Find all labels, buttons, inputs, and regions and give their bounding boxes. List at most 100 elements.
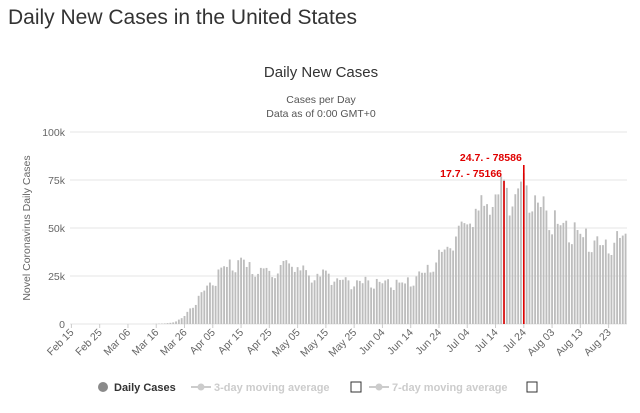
bar[interactable] (189, 308, 192, 324)
bar[interactable] (525, 185, 528, 324)
bar[interactable] (556, 223, 559, 324)
bar[interactable] (392, 289, 395, 324)
bar[interactable] (203, 290, 206, 324)
bar[interactable] (361, 283, 364, 324)
bar[interactable] (418, 271, 421, 324)
bar[interactable] (582, 237, 585, 324)
bar[interactable] (336, 278, 339, 324)
bar[interactable] (350, 289, 353, 324)
legend-checkbox[interactable] (350, 381, 362, 393)
bar[interactable] (604, 239, 607, 324)
bar[interactable] (621, 235, 624, 324)
legend-item-daily-cases[interactable]: Daily Cases (98, 382, 176, 394)
bar[interactable] (494, 194, 497, 324)
bar[interactable] (531, 211, 534, 324)
bar[interactable] (466, 224, 469, 324)
bar[interactable] (251, 274, 254, 324)
bar[interactable] (302, 265, 305, 324)
bar[interactable] (375, 278, 378, 324)
bar[interactable] (576, 230, 579, 324)
bar[interactable] (500, 176, 503, 324)
bar[interactable] (364, 276, 367, 324)
bar[interactable] (285, 260, 288, 324)
bar[interactable] (421, 272, 423, 324)
bar[interactable] (406, 277, 409, 324)
bar[interactable] (409, 286, 412, 325)
bar[interactable] (217, 269, 220, 324)
bar[interactable] (296, 267, 299, 324)
bar[interactable] (438, 249, 440, 324)
bar[interactable] (423, 272, 426, 324)
bar[interactable] (234, 272, 237, 324)
bar[interactable] (511, 206, 514, 324)
bar[interactable] (265, 267, 268, 324)
bar[interactable] (183, 316, 186, 324)
bar[interactable] (398, 282, 401, 324)
bar[interactable] (169, 322, 172, 324)
bar[interactable] (324, 270, 327, 324)
bar[interactable] (347, 280, 350, 324)
bar[interactable] (539, 207, 542, 324)
bar[interactable] (491, 206, 494, 324)
bar[interactable] (587, 251, 590, 324)
bar[interactable] (330, 284, 333, 324)
bar[interactable] (231, 270, 234, 324)
bar[interactable] (460, 221, 463, 324)
bar[interactable] (175, 321, 177, 324)
bar[interactable] (545, 210, 548, 324)
bar[interactable] (440, 251, 443, 324)
bar[interactable] (607, 253, 610, 324)
legend-item-7-day-avg[interactable]: 7-day moving average (369, 382, 508, 394)
bar[interactable] (395, 279, 398, 324)
bar[interactable] (562, 222, 565, 324)
bar[interactable] (471, 227, 474, 324)
legend-checkbox[interactable] (526, 381, 538, 393)
bar[interactable] (387, 279, 389, 324)
bar[interactable] (279, 265, 282, 324)
bar[interactable] (166, 323, 169, 324)
bar[interactable] (542, 196, 545, 324)
bar[interactable] (226, 266, 228, 324)
bar[interactable] (596, 236, 599, 324)
bar[interactable] (220, 267, 223, 324)
bar[interactable] (257, 273, 259, 324)
bar[interactable] (163, 323, 166, 324)
bar[interactable] (610, 255, 613, 324)
bar[interactable] (488, 214, 491, 324)
bar[interactable] (177, 319, 180, 324)
bar[interactable] (353, 286, 356, 324)
bar[interactable] (299, 270, 302, 324)
bar[interactable] (327, 273, 330, 324)
bar[interactable] (624, 233, 627, 324)
bar[interactable] (497, 194, 500, 324)
bar[interactable] (209, 282, 211, 324)
bar[interactable] (446, 246, 449, 324)
bar[interactable] (186, 311, 189, 324)
bar[interactable] (593, 240, 596, 325)
legend-item-3-day-avg[interactable]: 3-day moving average (191, 382, 330, 394)
bar[interactable] (276, 273, 279, 324)
bar[interactable] (237, 260, 240, 324)
bar[interactable] (551, 234, 553, 324)
bar[interactable] (305, 270, 308, 324)
bar[interactable] (616, 231, 619, 324)
bar[interactable] (262, 268, 265, 324)
bar[interactable] (291, 266, 293, 324)
bar[interactable] (308, 275, 310, 324)
bar[interactable] (415, 276, 418, 324)
bar[interactable] (381, 283, 384, 324)
bar[interactable] (590, 252, 593, 324)
bar[interactable] (528, 212, 531, 324)
bar[interactable] (389, 287, 392, 324)
bar[interactable] (435, 262, 438, 324)
bar[interactable] (514, 194, 517, 324)
bar[interactable] (619, 237, 621, 324)
bar[interactable] (457, 225, 460, 324)
bar[interactable] (293, 271, 296, 324)
bar[interactable] (319, 276, 322, 324)
bar[interactable] (443, 249, 446, 324)
bar[interactable] (288, 263, 291, 324)
bar[interactable] (534, 195, 537, 324)
bar[interactable] (180, 318, 183, 324)
bar[interactable] (316, 273, 319, 324)
